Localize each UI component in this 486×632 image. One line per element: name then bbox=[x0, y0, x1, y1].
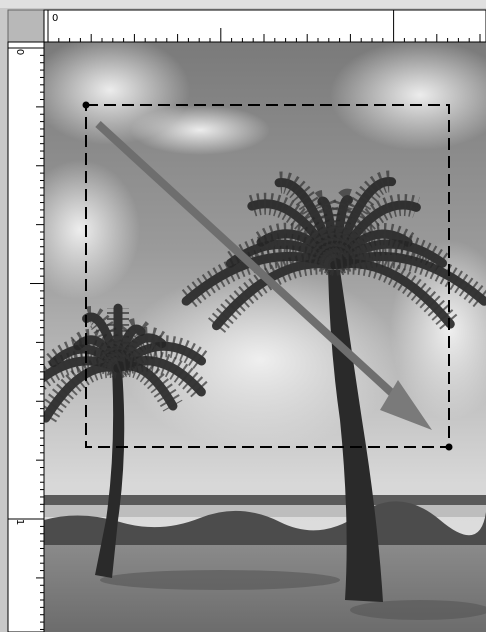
top-ruler: 0 bbox=[44, 10, 486, 42]
selection-handle[interactable] bbox=[446, 444, 453, 451]
ruler-label: 1 bbox=[14, 519, 25, 525]
cloud bbox=[130, 105, 270, 155]
ruler-label: 0 bbox=[52, 13, 58, 24]
left-ruler: 0 1 bbox=[8, 42, 44, 632]
shadow bbox=[100, 570, 340, 590]
shadow bbox=[350, 600, 486, 620]
ruler-background bbox=[8, 42, 44, 632]
photo bbox=[20, 35, 486, 632]
ruler-background bbox=[44, 10, 486, 42]
window-top-bar bbox=[0, 0, 486, 8]
editor-window: 0 0 1 bbox=[0, 0, 486, 632]
ruler-label: 0 bbox=[14, 49, 25, 55]
ruler-corner[interactable] bbox=[8, 10, 44, 42]
selection-handle[interactable] bbox=[83, 102, 90, 109]
